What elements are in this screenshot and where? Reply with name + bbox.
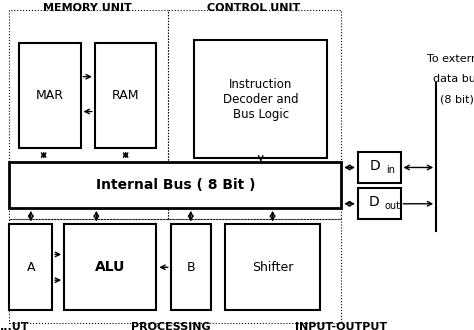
Text: out: out (384, 201, 401, 212)
Bar (19, 43, 81, 148)
Text: CONTROL UNIT: CONTROL UNIT (207, 3, 300, 13)
Bar (358, 188, 401, 219)
Text: MAR: MAR (36, 89, 64, 102)
Bar (9, 224, 52, 310)
Text: MEMORY UNIT: MEMORY UNIT (43, 3, 132, 13)
Bar (225, 224, 320, 310)
Text: ALU: ALU (95, 260, 126, 274)
Text: PROCESSING: PROCESSING (131, 322, 210, 330)
Text: INPUT-OUTPUT: INPUT-OUTPUT (295, 322, 387, 330)
Text: D: D (369, 195, 380, 209)
Text: RAM: RAM (112, 89, 139, 102)
Text: in: in (387, 165, 395, 175)
Text: D: D (370, 159, 381, 173)
Bar (9, 162, 341, 208)
Text: Instruction
Decoder and
Bus Logic: Instruction Decoder and Bus Logic (223, 78, 299, 120)
Bar (358, 152, 401, 183)
Text: B: B (186, 261, 195, 274)
Bar (171, 224, 211, 310)
Text: ...UT: ...UT (0, 322, 29, 330)
Text: Internal Bus ( 8 Bit ): Internal Bus ( 8 Bit ) (96, 178, 255, 192)
Text: A: A (27, 261, 35, 274)
Bar (64, 224, 156, 310)
Bar (95, 43, 156, 148)
Bar (9, 10, 168, 219)
Text: To external: To external (427, 54, 474, 64)
Text: data bus: data bus (433, 74, 474, 84)
Bar (194, 40, 327, 158)
Text: (8 bit): (8 bit) (440, 94, 474, 104)
Text: Shifter: Shifter (252, 261, 293, 274)
Bar (168, 10, 341, 219)
Bar (9, 219, 341, 323)
